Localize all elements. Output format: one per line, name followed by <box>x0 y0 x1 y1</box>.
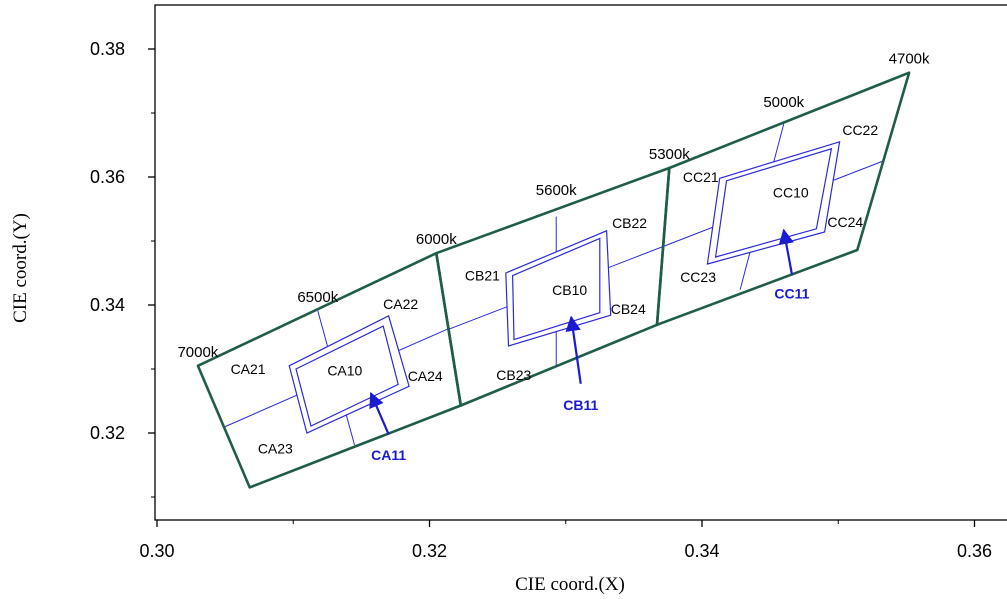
plot-frame <box>154 4 1007 521</box>
x-tick-label: 0.30 <box>139 541 174 561</box>
cb-inner-box-2 <box>511 237 601 341</box>
region-label-cb10: CB10 <box>552 282 587 298</box>
cc-outer-quadrangle <box>655 71 911 327</box>
region-label-cc24: CC24 <box>827 214 863 230</box>
ca-inner-box-2 <box>295 325 399 427</box>
y-tick-label: 0.38 <box>90 39 125 59</box>
region-label-cc23: CC23 <box>680 269 716 285</box>
region-label-cc22: CC22 <box>842 122 878 138</box>
callout-arrow-cc11 <box>778 228 794 275</box>
region-label-cb22: CB22 <box>612 215 647 231</box>
region-label-cc21: CC21 <box>683 169 719 185</box>
cct-label-5600k: 5600k <box>536 182 577 199</box>
region-label-ca23: CA23 <box>258 440 293 456</box>
region-label-ca22: CA22 <box>383 296 418 312</box>
y-tick-label: 0.32 <box>90 423 125 443</box>
callout-label-cc11: CC11 <box>774 286 809 302</box>
region-label-ca21: CA21 <box>231 361 266 377</box>
cct-label-6000k: 6000k <box>416 231 457 248</box>
cc-inner-box-2 <box>714 147 833 258</box>
cct-label-4700k: 4700k <box>889 51 930 68</box>
cct-label-5300k: 5300k <box>649 146 690 163</box>
callout-arrow-cb11 <box>565 315 582 384</box>
callout-label-ca11: CA11 <box>371 447 406 463</box>
x-axis-title: CIE coord.(X) <box>515 574 625 595</box>
region-label-cc10: CC10 <box>773 184 809 200</box>
region-label-cb23: CB23 <box>496 367 531 383</box>
region-label-ca10: CA10 <box>327 362 362 378</box>
y-axis-title: CIE coord.(Y) <box>10 213 31 323</box>
x-tick-label: 0.32 <box>412 541 447 561</box>
y-tick-label: 0.34 <box>90 295 125 315</box>
cct-label-5000k: 5000k <box>763 94 804 111</box>
cct-label-7000k: 7000k <box>177 344 218 361</box>
y-tick-label: 0.36 <box>90 167 125 187</box>
region-label-cb24: CB24 <box>611 301 646 317</box>
region-label-ca24: CA24 <box>408 368 443 384</box>
cct-label-6500k: 6500k <box>297 289 338 306</box>
x-tick-label: 0.36 <box>957 541 992 561</box>
x-tick-label: 0.34 <box>684 541 719 561</box>
callout-arrow-ca11 <box>369 391 390 435</box>
callout-label-cb11: CB11 <box>563 397 598 413</box>
region-label-cb21: CB21 <box>465 268 500 284</box>
